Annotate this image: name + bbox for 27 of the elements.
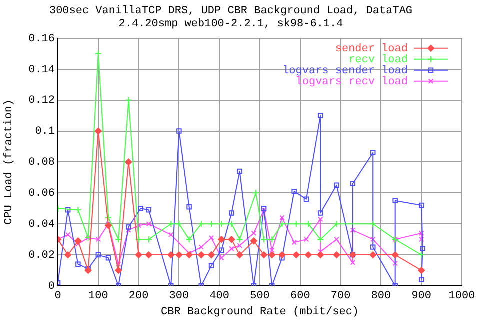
y-axis-title: CPU Load (fraction) xyxy=(4,99,16,225)
x-tick-label: 1000 xyxy=(448,290,476,303)
x-tick-label: 500 xyxy=(250,290,270,303)
legend-label: logvars sender load xyxy=(282,65,408,78)
y-tick-label: 0.14 xyxy=(28,64,56,76)
chart-subtitle: 2.4.20smp web100-2.2.1, sk98-6.1.4 xyxy=(118,18,344,31)
y-tick-label: 0.04 xyxy=(28,219,56,232)
y-tick-label: 0.1 xyxy=(35,126,56,138)
x-tick-label: 100 xyxy=(88,290,108,303)
x-tick-label: 800 xyxy=(371,290,392,303)
x-tick-label: 700 xyxy=(330,290,351,303)
chart-title: 300sec VanillaTCP DRS, UDP CBR Background Load, DataTAG xyxy=(49,6,413,18)
x-tick-label: 600 xyxy=(290,290,310,303)
y-tick-label: 0 xyxy=(48,280,55,293)
x-tick-label: 200 xyxy=(128,290,149,303)
legend-label: recv load xyxy=(348,54,408,66)
y-tick-label: 0.12 xyxy=(28,95,55,108)
y-tick-label: 0.08 xyxy=(28,157,55,170)
legend-label: logvars recv load xyxy=(296,76,408,88)
x-tick-label: 300 xyxy=(169,290,190,303)
legend-label: sender load xyxy=(335,43,408,56)
x-axis-title: CBR Background Rate (mbit/sec) xyxy=(160,306,360,318)
y-tick-label: 0.06 xyxy=(28,188,55,200)
y-tick-label: 0.02 xyxy=(28,250,55,262)
y-tick-label: 0.16 xyxy=(28,33,55,46)
x-tick-label: 400 xyxy=(210,290,230,303)
x-tick-label: 900 xyxy=(412,290,432,303)
